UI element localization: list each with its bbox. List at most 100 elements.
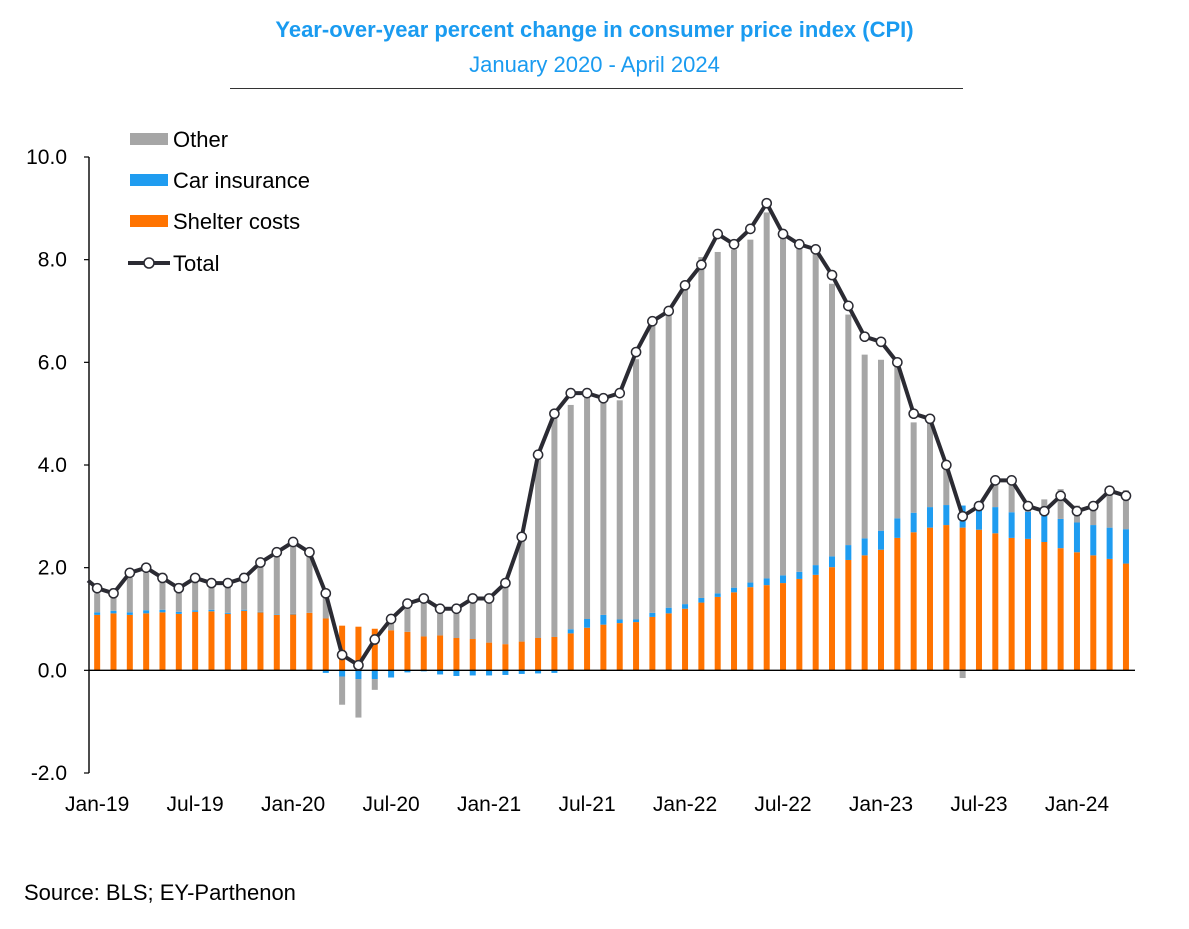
total-marker bbox=[532, 449, 544, 461]
x-tick-label: Jan-22 bbox=[653, 793, 717, 816]
x-tick-label: Jul-21 bbox=[558, 793, 615, 816]
bar-shelter-costs bbox=[1106, 558, 1113, 671]
bar-shelter-costs bbox=[388, 630, 395, 671]
bar-car-insurance bbox=[812, 565, 819, 575]
bar-car-insurance bbox=[404, 670, 411, 673]
bar-other bbox=[780, 232, 787, 576]
bar-car-insurance bbox=[502, 670, 509, 675]
x-tick-label: Jul-20 bbox=[362, 793, 419, 816]
total-marker bbox=[614, 387, 626, 399]
bar-shelter-costs bbox=[698, 602, 705, 671]
y-tick-label: 8.0 bbox=[38, 249, 67, 272]
bar-car-insurance bbox=[437, 670, 444, 675]
total-marker bbox=[271, 546, 283, 558]
total-marker bbox=[696, 259, 707, 271]
bar-shelter-costs bbox=[812, 574, 819, 671]
bar-other bbox=[257, 562, 264, 612]
bar-shelter-costs bbox=[290, 614, 297, 671]
chart-title: Year-over-year percent change in consume… bbox=[275, 17, 914, 42]
total-marker bbox=[173, 582, 185, 594]
bar-shelter-costs bbox=[616, 623, 623, 671]
bar-other bbox=[339, 676, 346, 705]
bar-other bbox=[878, 359, 884, 531]
legend-label-shelter-costs: Shelter costs bbox=[173, 209, 300, 234]
total-marker bbox=[712, 228, 724, 240]
total-marker bbox=[140, 562, 152, 574]
bar-car-insurance bbox=[469, 670, 476, 676]
total-marker bbox=[1006, 475, 1017, 486]
bar-car-insurance bbox=[224, 612, 231, 614]
bar-car-insurance bbox=[1122, 529, 1129, 564]
bar-other bbox=[437, 606, 444, 636]
total-marker bbox=[647, 315, 658, 327]
total-marker bbox=[794, 238, 805, 250]
x-tick-label: Jan-21 bbox=[457, 793, 521, 816]
bar-shelter-costs bbox=[567, 633, 574, 671]
legend-label-other: Other bbox=[173, 127, 228, 152]
total-marker bbox=[1087, 500, 1099, 512]
total-marker bbox=[761, 197, 773, 209]
bar-shelter-costs bbox=[796, 578, 803, 671]
bar-other bbox=[371, 679, 378, 690]
bar-car-insurance bbox=[1024, 511, 1031, 539]
bar-other bbox=[159, 572, 166, 610]
legend-item-total: Total bbox=[128, 251, 219, 276]
bar-other bbox=[175, 583, 182, 612]
bar-shelter-costs bbox=[175, 613, 182, 671]
bar-other bbox=[682, 283, 689, 605]
bar-car-insurance bbox=[1073, 522, 1080, 553]
bar-car-insurance bbox=[616, 619, 623, 624]
total-marker bbox=[891, 356, 903, 368]
bar-shelter-costs bbox=[420, 636, 427, 671]
total-marker bbox=[728, 238, 740, 250]
bar-shelter-costs bbox=[1057, 548, 1064, 671]
bar-shelter-costs bbox=[992, 533, 999, 671]
total-marker bbox=[238, 572, 250, 584]
bar-shelter-costs bbox=[910, 532, 917, 671]
legend-swatch-total-marker bbox=[143, 257, 155, 269]
bar-other bbox=[535, 450, 542, 638]
total-marker bbox=[973, 500, 985, 512]
bar-shelter-costs bbox=[551, 636, 558, 671]
bar-car-insurance bbox=[894, 518, 901, 538]
x-tick-label: Jan-20 bbox=[261, 793, 325, 816]
bar-car-insurance bbox=[731, 587, 738, 593]
bar-shelter-costs bbox=[665, 613, 672, 671]
bar-car-insurance bbox=[747, 582, 754, 588]
bar-other bbox=[518, 535, 525, 642]
bar-car-insurance bbox=[698, 597, 705, 603]
bar-other bbox=[763, 212, 770, 579]
bar-series bbox=[94, 212, 1129, 718]
total-marker bbox=[157, 572, 168, 584]
bar-car-insurance bbox=[486, 670, 493, 676]
bar-other bbox=[861, 354, 868, 539]
bar-car-insurance bbox=[1008, 512, 1015, 538]
total-marker bbox=[402, 598, 413, 609]
bar-car-insurance bbox=[1041, 513, 1048, 542]
total-marker bbox=[304, 546, 315, 558]
bar-shelter-costs bbox=[682, 608, 689, 671]
bar-car-insurance bbox=[192, 610, 199, 612]
total-marker bbox=[451, 603, 462, 615]
total-marker bbox=[875, 336, 887, 348]
bar-car-insurance bbox=[845, 545, 852, 560]
bar-other bbox=[1122, 490, 1129, 530]
bar-other bbox=[698, 257, 705, 598]
total-marker bbox=[581, 387, 593, 399]
total-marker bbox=[957, 510, 969, 522]
bar-car-insurance bbox=[551, 670, 558, 673]
bar-shelter-costs bbox=[633, 622, 640, 671]
total-marker bbox=[516, 531, 528, 543]
bar-other bbox=[110, 588, 117, 611]
bar-shelter-costs bbox=[584, 627, 591, 671]
total-marker bbox=[777, 228, 789, 240]
total-marker bbox=[467, 593, 479, 604]
bar-other bbox=[829, 283, 836, 557]
bar-other bbox=[388, 623, 395, 631]
y-axis-ticks: 10.0 8.0 6.0 4.0 2.0 0.0 -2.0 bbox=[26, 146, 89, 785]
bar-shelter-costs bbox=[1041, 542, 1048, 671]
bar-shelter-costs bbox=[649, 616, 656, 671]
bar-other bbox=[567, 404, 574, 630]
bar-shelter-costs bbox=[241, 610, 248, 671]
